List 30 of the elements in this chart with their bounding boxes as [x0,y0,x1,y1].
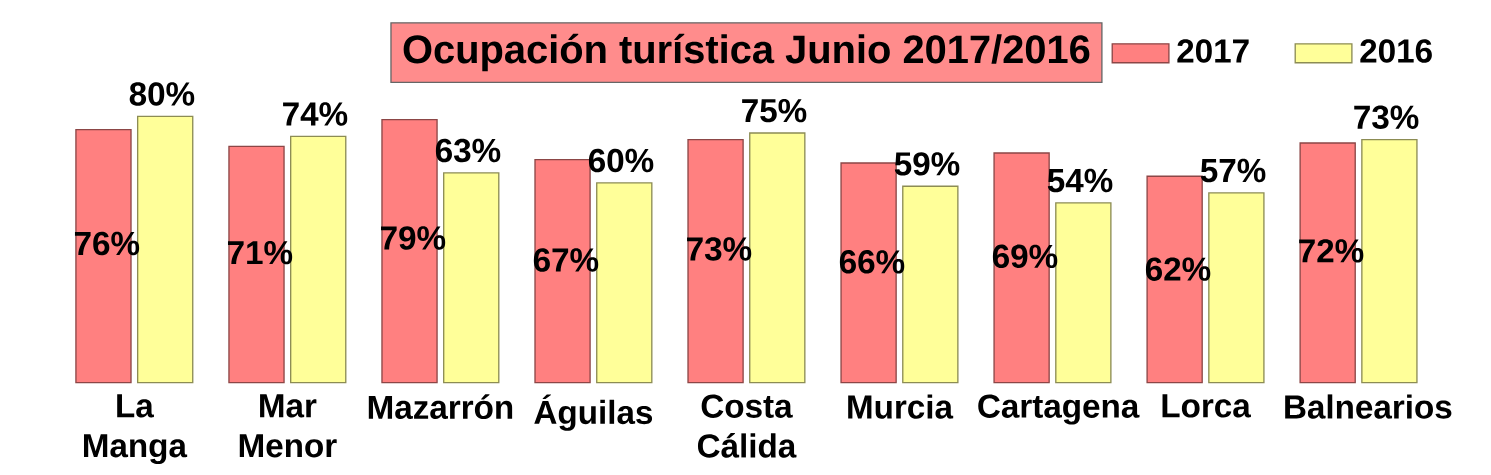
legend-label: 2017 [1177,39,1249,63]
x-tick-label: Mazarrón [368,394,513,419]
data-label: 69% [992,244,1058,268]
data-label: 79% [381,226,446,250]
legend-label: 2016 [1360,39,1432,63]
bar [443,172,500,384]
data-label: 80% [129,82,195,106]
x-tick-label: Costa Cálida [697,394,797,458]
data-label: 60% [588,148,654,173]
x-tick-label: Murcia [848,394,954,419]
chart-title: Ocupación turística Junio 2017/2016 [403,33,1090,72]
data-label: 76% [74,231,140,256]
data-label: 72% [1299,239,1364,263]
data-label: 57% [1200,158,1266,183]
bar [290,135,347,384]
x-tick-label: Cartagena [978,394,1140,425]
data-label: 67% [533,248,599,272]
data-label: 71% [227,240,293,265]
x-tick-label: Lorca [1162,394,1251,418]
data-label: 74% [283,102,348,126]
data-label: 75% [742,98,807,123]
data-label: 62% [1145,257,1211,281]
data-label: 66% [839,249,905,274]
data-label: 59% [894,152,960,176]
x-tick-label: Águilas [534,394,653,431]
x-tick-label: Balnearios [1285,394,1452,419]
data-label: 73% [687,237,752,261]
x-tick-label: La Manga [83,394,188,465]
data-label: 73% [1354,105,1419,129]
x-tick-label: Mar Menor [239,394,337,458]
